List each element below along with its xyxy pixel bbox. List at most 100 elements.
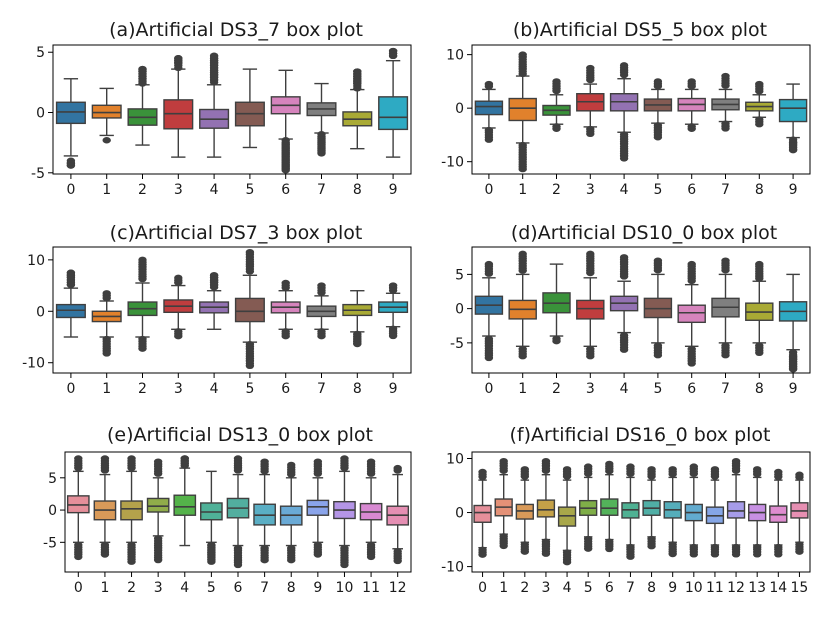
- y-tick-label: 0: [455, 302, 464, 318]
- x-tick-label: 6: [687, 381, 696, 397]
- outlier-point: [209, 79, 219, 86]
- outlier-point: [260, 556, 269, 564]
- y-tick-label: 0: [455, 506, 464, 522]
- outlier-point: [393, 557, 402, 565]
- chart-title: (e)Artificial DS13_0 box plot: [107, 424, 373, 446]
- x-tick-label: 2: [138, 381, 147, 397]
- box-7: [621, 463, 640, 560]
- box-1: [93, 455, 117, 558]
- x-tick-label: 8: [287, 580, 296, 596]
- box-5: [234, 248, 265, 369]
- outlier-point: [626, 553, 635, 560]
- outlier-point: [353, 340, 362, 348]
- iqr-box: [234, 297, 265, 323]
- x-tick-label: 2: [520, 580, 529, 596]
- x-tick-label: 15: [791, 580, 809, 596]
- iqr-box: [557, 506, 577, 527]
- box-4: [557, 466, 577, 566]
- x-tick-label: 7: [317, 182, 326, 198]
- x-tick-label: 4: [620, 381, 629, 397]
- outlier-point: [174, 279, 183, 286]
- outlier-point: [752, 551, 762, 558]
- outlier-point: [287, 556, 296, 564]
- x-tick-label: 5: [207, 580, 216, 596]
- box-7: [306, 282, 337, 340]
- x-tick-label: 9: [389, 381, 398, 397]
- outlier-point: [755, 88, 764, 95]
- outlier-point: [484, 136, 494, 143]
- x-tick-label: 2: [127, 580, 136, 596]
- outlier-point: [174, 332, 183, 340]
- x-tick-label: 10: [336, 580, 354, 596]
- outlier-point: [689, 470, 699, 477]
- x-tick-label: 3: [586, 381, 595, 397]
- box-0: [55, 269, 86, 338]
- iqr-box: [146, 497, 170, 513]
- outlier-point: [788, 365, 798, 372]
- chart-3: (d)Artificial DS10_0 box plot -5 0 5 0 1 2 3 4 5 6…: [450, 222, 811, 397]
- box-3: [536, 457, 556, 557]
- outlier-point: [102, 350, 111, 357]
- outlier-point: [520, 473, 530, 480]
- x-tick-label: 4: [620, 182, 629, 198]
- outlier-point: [478, 551, 487, 558]
- x-tick-label: 4: [180, 580, 189, 596]
- outlier-point: [74, 464, 83, 472]
- iqr-box: [515, 503, 534, 520]
- x-tick-label: 6: [605, 580, 614, 596]
- outlier-point: [340, 561, 349, 569]
- outlier-point: [484, 354, 494, 362]
- x-tick-label: 3: [154, 580, 163, 596]
- x-tick-label: 5: [245, 182, 254, 198]
- x-tick-label: 1: [499, 580, 508, 596]
- outlier-point: [313, 551, 323, 558]
- x-tick-label: 0: [484, 182, 493, 198]
- outlier-point: [687, 125, 696, 132]
- outlier-point: [552, 125, 561, 132]
- iqr-box: [473, 504, 492, 523]
- outlier-point: [388, 332, 398, 340]
- box-14: [769, 468, 788, 558]
- outlier-point: [281, 332, 290, 340]
- chart-2: (c)Artificial DS7_3 box plot -10 0 10 0 1 2 3 4 5…: [22, 222, 412, 397]
- box-5: [643, 78, 673, 141]
- iqr-box: [120, 500, 143, 521]
- x-tick-label: 9: [668, 580, 677, 596]
- outlier-point: [752, 470, 762, 478]
- outlier-point: [710, 551, 720, 558]
- x-tick-label: 7: [721, 182, 730, 198]
- x-tick-label: 5: [653, 381, 662, 397]
- outlier-point: [388, 52, 398, 60]
- box-9: [663, 466, 682, 558]
- outlier-point: [366, 553, 376, 561]
- outlier-point: [100, 551, 110, 558]
- x-tick-label: 12: [389, 580, 407, 596]
- outlier-point: [317, 332, 326, 340]
- box-8: [342, 68, 373, 150]
- x-tick-label: 3: [541, 580, 550, 596]
- box-2: [542, 78, 571, 132]
- chart-title: (c)Artificial DS7_3 box plot: [110, 222, 363, 244]
- box-7: [711, 72, 740, 132]
- outlier-point: [619, 71, 629, 79]
- outlier-point: [281, 165, 290, 173]
- x-tick-label: 1: [102, 381, 111, 397]
- outlier-point: [619, 155, 629, 162]
- box-2: [515, 466, 534, 555]
- iqr-box: [726, 501, 746, 519]
- outlier-point: [518, 70, 527, 78]
- outlier-point: [127, 558, 136, 565]
- box-10: [684, 463, 703, 558]
- box-5: [200, 470, 223, 565]
- outlier-point: [653, 352, 663, 359]
- outlier-point: [174, 64, 183, 72]
- box-6: [270, 279, 301, 340]
- y-tick-label: 10: [446, 451, 464, 467]
- box-9: [778, 273, 808, 373]
- outlier-point: [774, 473, 783, 480]
- y-tick-label: -10: [22, 356, 45, 372]
- outlier-point: [102, 294, 111, 302]
- box-7: [253, 458, 276, 564]
